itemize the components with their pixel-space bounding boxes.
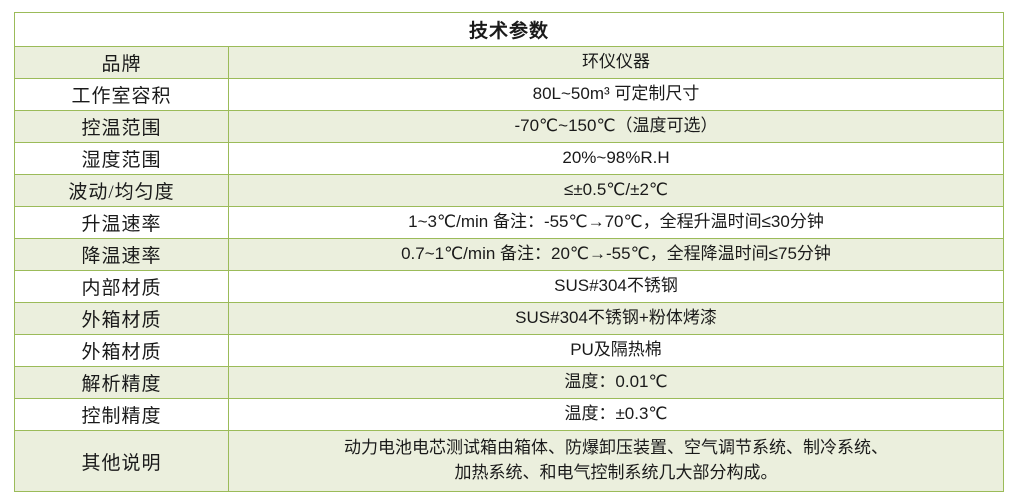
row-value-fluctuation-uniformity: ≤±0.5℃/±2℃ — [227, 174, 1005, 207]
table-row: 控制精度 温度：±0.3℃ — [14, 398, 1005, 431]
row-label-cooling-rate: 降温速率 — [14, 238, 229, 271]
row-value-chamber-volume: 80L~50m³ 可定制尺寸 — [227, 78, 1005, 111]
row-label-fluctuation-uniformity: 波动/均匀度 — [14, 174, 229, 207]
row-label-temperature-range: 控温范围 — [14, 110, 229, 143]
row-value-insulation-material: PU及隔热棉 — [227, 334, 1005, 367]
table-title-row: 技术参数 — [13, 12, 1005, 47]
table-row: 其他说明 动力电池电芯测试箱由箱体、防爆卸压装置、空气调节系统、制冷系统、 加热… — [14, 430, 1005, 492]
row-value-control-accuracy: 温度：±0.3℃ — [227, 398, 1005, 431]
table-row: 湿度范围 20%~98%R.H — [14, 142, 1005, 175]
table-row: 升温速率 1~3℃/min 备注：-55℃→70℃，全程升温时间≤30分钟 — [14, 206, 1005, 239]
row-label-brand: 品牌 — [14, 46, 229, 79]
table-row: 工作室容积 80L~50m³ 可定制尺寸 — [14, 78, 1005, 111]
row-value-inner-material: SUS#304不锈钢 — [227, 270, 1005, 303]
row-value-brand: 环仪仪器 — [227, 46, 1005, 79]
row-value-outer-material: SUS#304不锈钢+粉体烤漆 — [227, 302, 1005, 335]
other-description-line-2: 加热系统、和电气控制系统几大部分构成。 — [454, 463, 778, 482]
table-row: 品牌 环仪仪器 — [14, 46, 1005, 79]
row-label-inner-material: 内部材质 — [14, 270, 229, 303]
table-row: 波动/均匀度 ≤±0.5℃/±2℃ — [14, 174, 1005, 207]
table-row: 内部材质 SUS#304不锈钢 — [14, 270, 1005, 303]
row-value-temperature-range: -70℃~150℃（温度可选） — [227, 110, 1005, 143]
technical-parameters-table: 技术参数 品牌 环仪仪器 工作室容积 80L~50m³ 可定制尺寸 控温范围 -… — [13, 12, 1005, 492]
row-label-control-accuracy: 控制精度 — [14, 398, 229, 431]
row-label-humidity-range: 湿度范围 — [14, 142, 229, 175]
table-row: 降温速率 0.7~1℃/min 备注：20℃→-55℃，全程降温时间≤75分钟 — [14, 238, 1005, 271]
row-label-other-description: 其他说明 — [14, 430, 229, 492]
row-value-humidity-range: 20%~98%R.H — [227, 142, 1005, 175]
row-label-chamber-volume: 工作室容积 — [14, 78, 229, 111]
row-value-heating-rate: 1~3℃/min 备注：-55℃→70℃，全程升温时间≤30分钟 — [227, 206, 1005, 239]
row-value-resolution: 温度：0.01℃ — [227, 366, 1005, 399]
row-label-outer-material: 外箱材质 — [14, 302, 229, 335]
table-row: 控温范围 -70℃~150℃（温度可选） — [14, 110, 1005, 143]
table-row: 外箱材质 PU及隔热棉 — [14, 334, 1005, 367]
row-label-resolution: 解析精度 — [14, 366, 229, 399]
table-row: 外箱材质 SUS#304不锈钢+粉体烤漆 — [14, 302, 1005, 335]
row-label-insulation-material: 外箱材质 — [14, 334, 229, 367]
table-row: 解析精度 温度：0.01℃ — [14, 366, 1005, 399]
row-value-cooling-rate: 0.7~1℃/min 备注：20℃→-55℃，全程降温时间≤75分钟 — [227, 238, 1005, 271]
row-label-heating-rate: 升温速率 — [14, 206, 229, 239]
other-description-line-1: 动力电池电芯测试箱由箱体、防爆卸压装置、空气调节系统、制冷系统、 — [344, 438, 888, 458]
table-title: 技术参数 — [13, 12, 1005, 47]
row-value-other-description: 动力电池电芯测试箱由箱体、防爆卸压装置、空气调节系统、制冷系统、 加热系统、和电… — [227, 430, 1005, 492]
